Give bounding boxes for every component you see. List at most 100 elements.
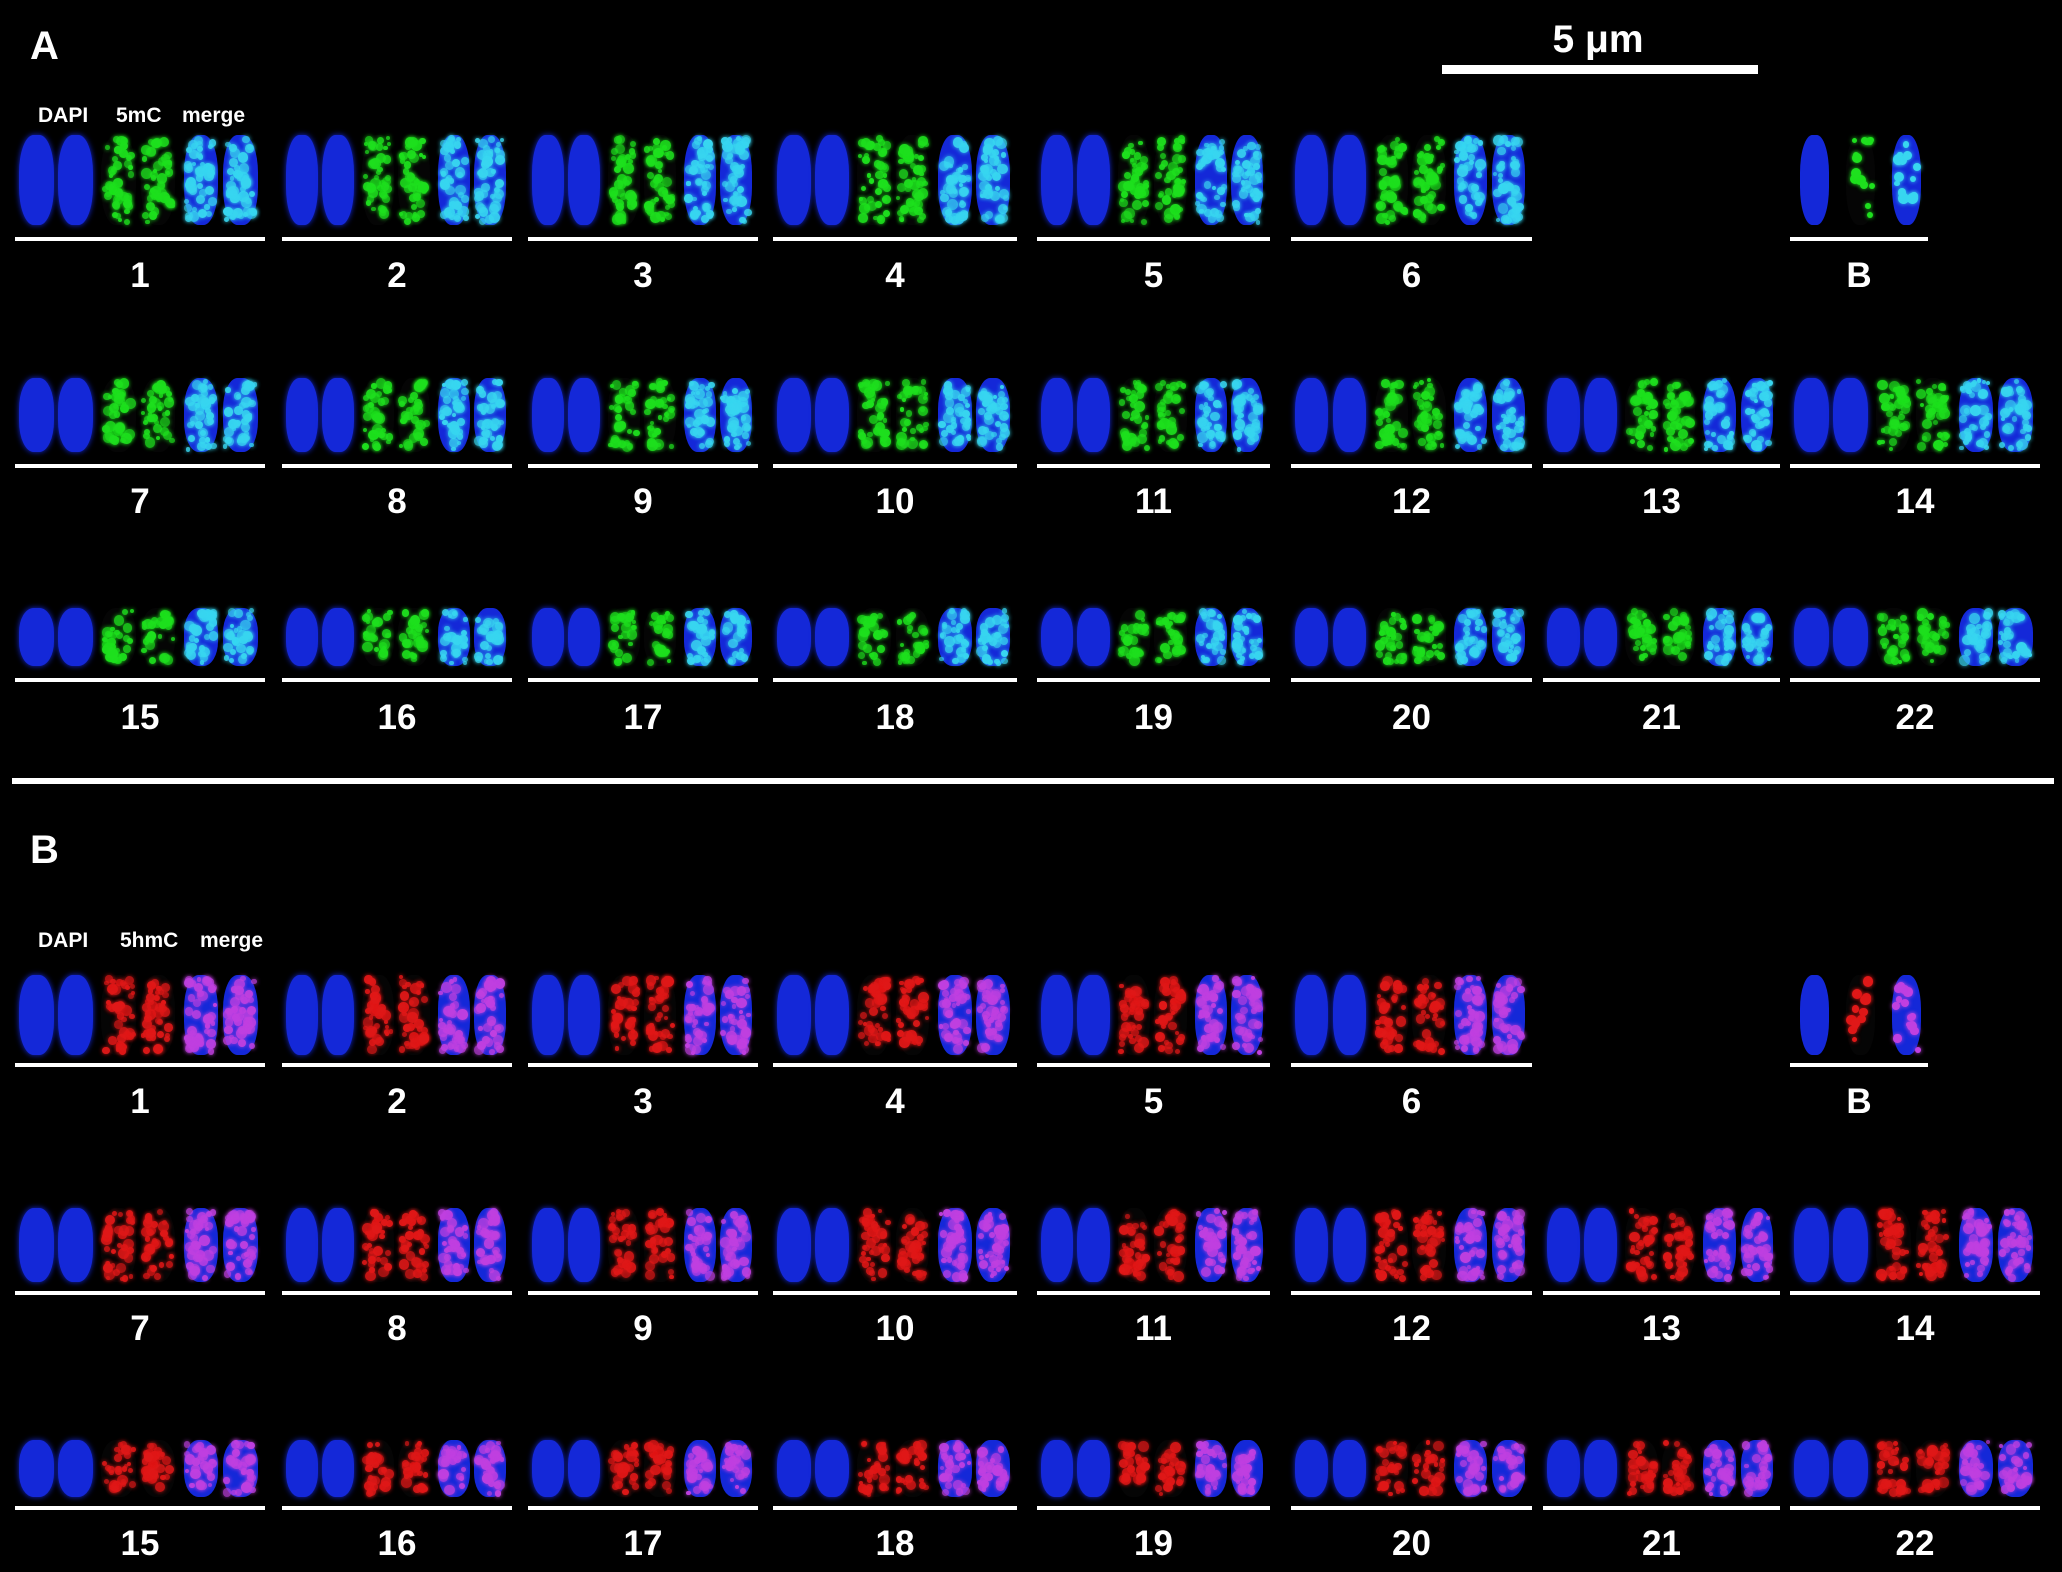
- signal-signal-spot: [1926, 412, 1934, 420]
- merge-signal-spot: [1511, 168, 1520, 177]
- signal-signal-spot: [109, 184, 115, 190]
- signal-chromatid: [644, 135, 676, 225]
- merge-signal-spot: [1506, 429, 1516, 439]
- chromosome-underline: [1037, 678, 1270, 682]
- signal-signal-spot: [379, 642, 387, 650]
- signal-signal-spot: [1633, 624, 1638, 629]
- merge-signal-spot: [741, 654, 749, 662]
- merge-chromatid: [1454, 608, 1487, 666]
- merge-signal-spot: [228, 608, 237, 617]
- chromosome-number: 17: [624, 700, 663, 735]
- signal-signal-spot: [374, 647, 379, 652]
- signal-signal-spot: [1419, 380, 1424, 385]
- merge-signal-spot: [188, 435, 195, 442]
- merge-signal-spot: [207, 173, 212, 178]
- signal-signal-spot: [616, 135, 625, 144]
- merge-signal-spot: [707, 213, 713, 219]
- merge-signal-spot: [475, 191, 484, 200]
- signal-signal-spot: [627, 629, 637, 639]
- dapi-chromatid: [1333, 135, 1366, 225]
- signal-signal-spot: [144, 416, 150, 422]
- merge-chromatid: [1492, 135, 1525, 225]
- signal-signal-spot: [1174, 213, 1180, 219]
- signal-signal-spot: [1629, 428, 1637, 436]
- signal-signal-spot: [615, 395, 623, 403]
- chromosome-underline: [773, 678, 1017, 682]
- chromosome-underline: [1291, 237, 1532, 241]
- signal-signal-spot: [1141, 219, 1147, 225]
- signal-signal-spot: [1165, 410, 1171, 416]
- merge-signal-spot: [1204, 411, 1209, 416]
- signal-signal-spot: [102, 627, 112, 637]
- merge-signal-spot: [1206, 388, 1214, 396]
- merge-signal-spot: [1748, 630, 1752, 634]
- signal-signal-spot: [912, 632, 919, 639]
- signal-signal-spot: [371, 383, 376, 388]
- signal-signal-spot: [1412, 614, 1422, 624]
- merge-signal-spot: [1718, 614, 1725, 621]
- signal-chromatid: [1118, 135, 1150, 225]
- merge-signal-spot: [186, 447, 191, 452]
- merge-signal-spot: [2003, 423, 2014, 434]
- signal-signal-spot: [153, 1044, 163, 1054]
- signal-signal-spot: [1889, 438, 1897, 446]
- merge-signal-spot: [2022, 419, 2029, 426]
- merge-signal-spot: [461, 396, 466, 401]
- merge-signal-spot: [190, 416, 198, 424]
- signal-signal-spot: [898, 660, 902, 664]
- signal-signal-spot: [1437, 204, 1445, 212]
- signal-signal-spot: [1136, 183, 1146, 193]
- merge-signal-spot: [1986, 381, 1990, 385]
- merge-signal-spot: [1238, 659, 1244, 665]
- merge-signal-spot: [1999, 442, 2005, 448]
- signal-signal-spot: [125, 398, 136, 409]
- merge-signal-spot: [228, 186, 239, 197]
- merge-signal-spot: [205, 1023, 210, 1028]
- merge-signal-spot: [1248, 388, 1254, 394]
- signal-signal-spot: [1678, 429, 1688, 439]
- signal-signal-spot: [1670, 440, 1681, 451]
- merge-signal-spot: [1214, 195, 1220, 201]
- signal-signal-spot: [131, 1032, 136, 1037]
- merge-signal-spot: [732, 207, 736, 211]
- dapi-chromatid: [777, 608, 811, 666]
- merge-signal-spot: [1517, 389, 1521, 393]
- merge-signal-spot: [1898, 188, 1906, 196]
- signal-signal-spot: [1401, 443, 1407, 449]
- signal-signal-spot: [113, 136, 120, 143]
- merge-signal-spot: [454, 141, 462, 149]
- signal-signal-spot: [1670, 608, 1678, 616]
- merge-signal-spot: [698, 164, 702, 168]
- signal-signal-spot: [1389, 215, 1396, 222]
- merge-signal-spot: [481, 183, 490, 192]
- merge-signal-spot: [1512, 213, 1521, 222]
- merge-signal-spot: [1714, 644, 1718, 648]
- merge-signal-spot: [455, 167, 466, 178]
- signal-signal-spot: [883, 210, 890, 217]
- chromosome-underline: [1037, 237, 1270, 241]
- signal-signal-spot: [171, 637, 175, 641]
- signal-signal-spot: [373, 617, 383, 627]
- signal-signal-spot: [660, 140, 671, 151]
- signal-signal-spot: [1889, 447, 1893, 451]
- merge-signal-spot: [1253, 188, 1259, 194]
- merge-signal-spot: [1757, 616, 1764, 623]
- signal-signal-spot: [615, 406, 622, 413]
- dapi-chromatid: [568, 608, 600, 666]
- signal-signal-spot: [1860, 181, 1868, 189]
- merge-signal-spot: [1242, 648, 1247, 653]
- merge-signal-spot: [1726, 610, 1733, 617]
- merge-signal-spot: [723, 198, 728, 203]
- signal-signal-spot: [1642, 637, 1652, 647]
- chromosome-underline: [773, 237, 1017, 241]
- merge-chromatid: [438, 608, 470, 666]
- merge-chromatid: [938, 135, 972, 225]
- signal-signal-spot: [1145, 415, 1150, 420]
- dapi-chromatid: [568, 378, 600, 452]
- merge-signal-spot: [737, 628, 744, 635]
- merge-signal-spot: [1454, 157, 1460, 163]
- merge-chromatid: [1741, 608, 1774, 666]
- signal-signal-spot: [1429, 396, 1434, 401]
- merge-signal-spot: [1506, 624, 1515, 633]
- merge-signal-spot: [2014, 379, 2019, 384]
